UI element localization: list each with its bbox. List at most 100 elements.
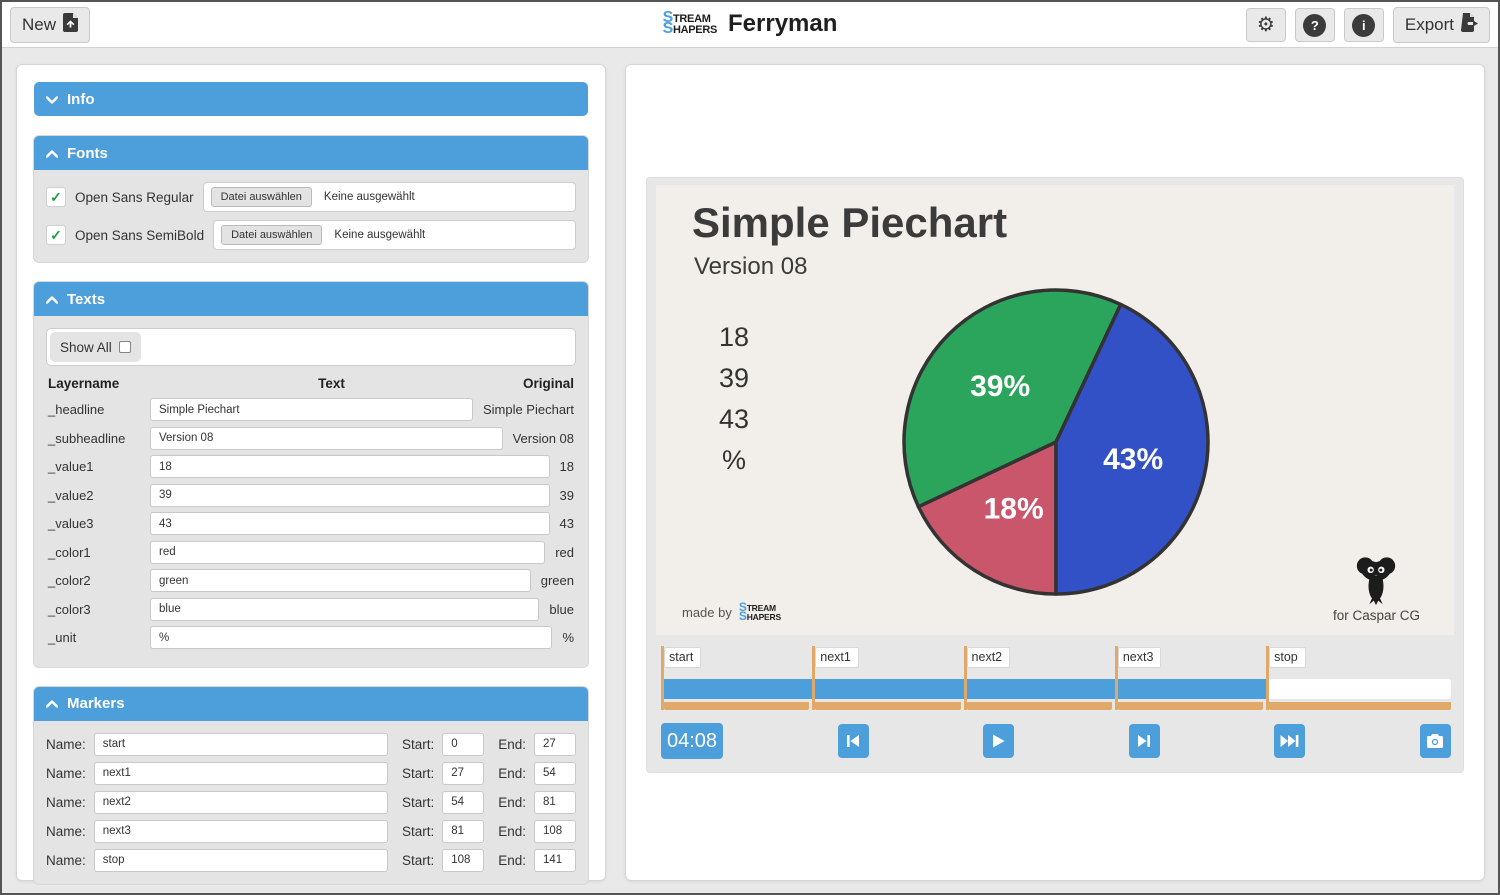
text-value-input[interactable] <box>150 455 550 478</box>
section-texts: Texts Show All Layername Text Original _… <box>34 282 588 667</box>
pie-slice-green <box>902 288 1123 509</box>
text-value-input[interactable] <box>150 569 531 592</box>
marker-row: Name: Start: End: <box>46 761 576 785</box>
next-marker-button[interactable] <box>1128 724 1160 758</box>
side-value: 18 <box>718 322 750 352</box>
new-button[interactable]: New <box>10 7 91 43</box>
info-section-title: Info <box>67 90 95 108</box>
choose-file-button[interactable]: Datei auswählen <box>210 187 312 207</box>
text-value-input[interactable] <box>150 512 550 535</box>
streamshapers-logo: STREAM SHAPERS <box>663 9 718 36</box>
export-button[interactable]: Export <box>1392 7 1490 43</box>
timeline-segment-next3[interactable]: next3 <box>1114 646 1266 710</box>
marker-start-input[interactable] <box>442 761 485 785</box>
snapshot-button[interactable] <box>1419 724 1451 758</box>
marker-name-input[interactable] <box>93 790 388 814</box>
font-file-input[interactable]: Datei auswählen Keine ausgewählt <box>202 182 576 212</box>
marker-name-input[interactable] <box>93 819 388 843</box>
fonts-section-title: Fonts <box>67 144 108 162</box>
marker-name-input[interactable] <box>93 732 388 756</box>
file-status-text: Keine ausgewählt <box>334 229 426 241</box>
table-row: _value2 39 <box>46 483 576 507</box>
timeline[interactable]: start next1 next2 next3 stop <box>661 646 1451 710</box>
marker-end-input[interactable] <box>534 819 576 843</box>
section-fonts: Fonts ✓ Open Sans Regular Datei auswähle… <box>34 136 588 262</box>
texts-table-header: Layername Text Original <box>46 366 576 398</box>
marker-start-input[interactable] <box>442 819 485 843</box>
about-button[interactable]: i <box>1343 8 1384 42</box>
font-file-input[interactable]: Datei auswählen Keine ausgewählt <box>213 220 576 250</box>
marker-name-label: Name: <box>46 852 86 868</box>
brand: STREAM SHAPERS Ferryman <box>663 9 838 38</box>
font-name-label: Open Sans Regular <box>75 189 194 205</box>
choose-file-button[interactable]: Datei auswählen <box>221 225 323 245</box>
original-value: red <box>555 544 574 560</box>
marker-start-input[interactable] <box>442 732 485 756</box>
text-value-input[interactable] <box>150 597 540 621</box>
text-value-input[interactable] <box>150 483 550 507</box>
header-bar: New STREAM SHAPERS Ferryman ⚙ ? i Expo <box>0 0 1500 48</box>
show-all-toggle[interactable]: Show All <box>50 332 141 362</box>
marker-name-label: Name: <box>46 736 86 752</box>
show-all-checkbox[interactable] <box>118 341 131 353</box>
table-row: _headline Simple Piechart <box>46 398 576 421</box>
texts-section-body: Show All Layername Text Original _headli… <box>34 316 588 667</box>
time-display: 04:08 <box>661 723 723 759</box>
help-button[interactable]: ? <box>1294 8 1335 42</box>
side-value: 39 <box>718 363 750 393</box>
chevron-up-icon <box>45 145 59 162</box>
layer-name: _value2 <box>48 487 94 503</box>
layer-name: _value1 <box>48 459 94 474</box>
marker-name-input[interactable] <box>93 761 388 785</box>
texts-section-header[interactable]: Texts <box>34 282 588 316</box>
timeline-segment-stop[interactable]: stop <box>1266 646 1451 710</box>
timeline-segment-next2[interactable]: next2 <box>963 646 1115 710</box>
marker-start-label: Start: <box>401 765 435 781</box>
skip-to-start-button[interactable] <box>837 724 869 758</box>
marker-start-input[interactable] <box>442 848 485 872</box>
text-value-input[interactable] <box>150 540 546 564</box>
marker-row: Name: Start: End: <box>46 848 576 872</box>
marker-name-label: Name: <box>46 794 86 810</box>
logo-line1: TREAM <box>672 12 711 25</box>
play-button[interactable] <box>983 724 1015 758</box>
layer-name: _color1 <box>48 544 91 560</box>
text-value-input[interactable] <box>150 398 473 421</box>
markers-section-body: Name: Start: End: Name: Start: End: Name… <box>34 721 588 884</box>
marker-name-input[interactable] <box>93 848 388 872</box>
text-value-input[interactable] <box>150 626 553 649</box>
timeline-segment-strip <box>1117 702 1264 710</box>
timeline-marker-label: next1 <box>815 647 859 668</box>
template-preview: Simple Piechart Version 08 18 39 43 % 18… <box>656 185 1454 635</box>
timeline-marker-label: next3 <box>1117 647 1162 668</box>
markers-section-header[interactable]: Markers <box>34 686 588 721</box>
table-row: _value1 18 <box>46 455 576 478</box>
chevron-down-icon <box>45 91 59 108</box>
skip-to-end-button[interactable] <box>1274 724 1306 758</box>
marker-end-input[interactable] <box>534 761 576 785</box>
settings-button[interactable]: ⚙ <box>1245 8 1286 42</box>
caspar-cg-credit: for Caspar CG <box>1333 556 1420 623</box>
layer-name: _color2 <box>48 573 91 588</box>
marker-end-input[interactable] <box>534 848 576 872</box>
marker-start-label: Start: <box>401 794 435 810</box>
pie-slice-red <box>916 440 1058 596</box>
table-row: _subheadline Version 08 <box>46 426 576 450</box>
text-value-input[interactable] <box>150 426 503 450</box>
timeline-segment-strip <box>1269 702 1451 710</box>
font-row: ✓ Open Sans Regular Datei auswählen Kein… <box>46 182 576 212</box>
timeline-segment-next1[interactable]: next1 <box>812 646 963 710</box>
section-info: Info <box>34 82 588 116</box>
marker-start-input[interactable] <box>442 790 485 814</box>
original-value: blue <box>549 601 574 617</box>
info-section-header[interactable]: Info <box>34 82 588 116</box>
marker-end-input[interactable] <box>534 790 576 814</box>
fonts-section-header[interactable]: Fonts <box>34 136 588 170</box>
original-value: 18 <box>559 459 574 474</box>
export-button-label: Export <box>1404 15 1454 34</box>
marker-name-label: Name: <box>46 823 86 839</box>
pie-slice-blue <box>1054 302 1210 596</box>
timeline-segment-start[interactable]: start <box>661 646 812 710</box>
chevron-up-icon <box>45 291 59 308</box>
marker-end-input[interactable] <box>534 732 576 756</box>
